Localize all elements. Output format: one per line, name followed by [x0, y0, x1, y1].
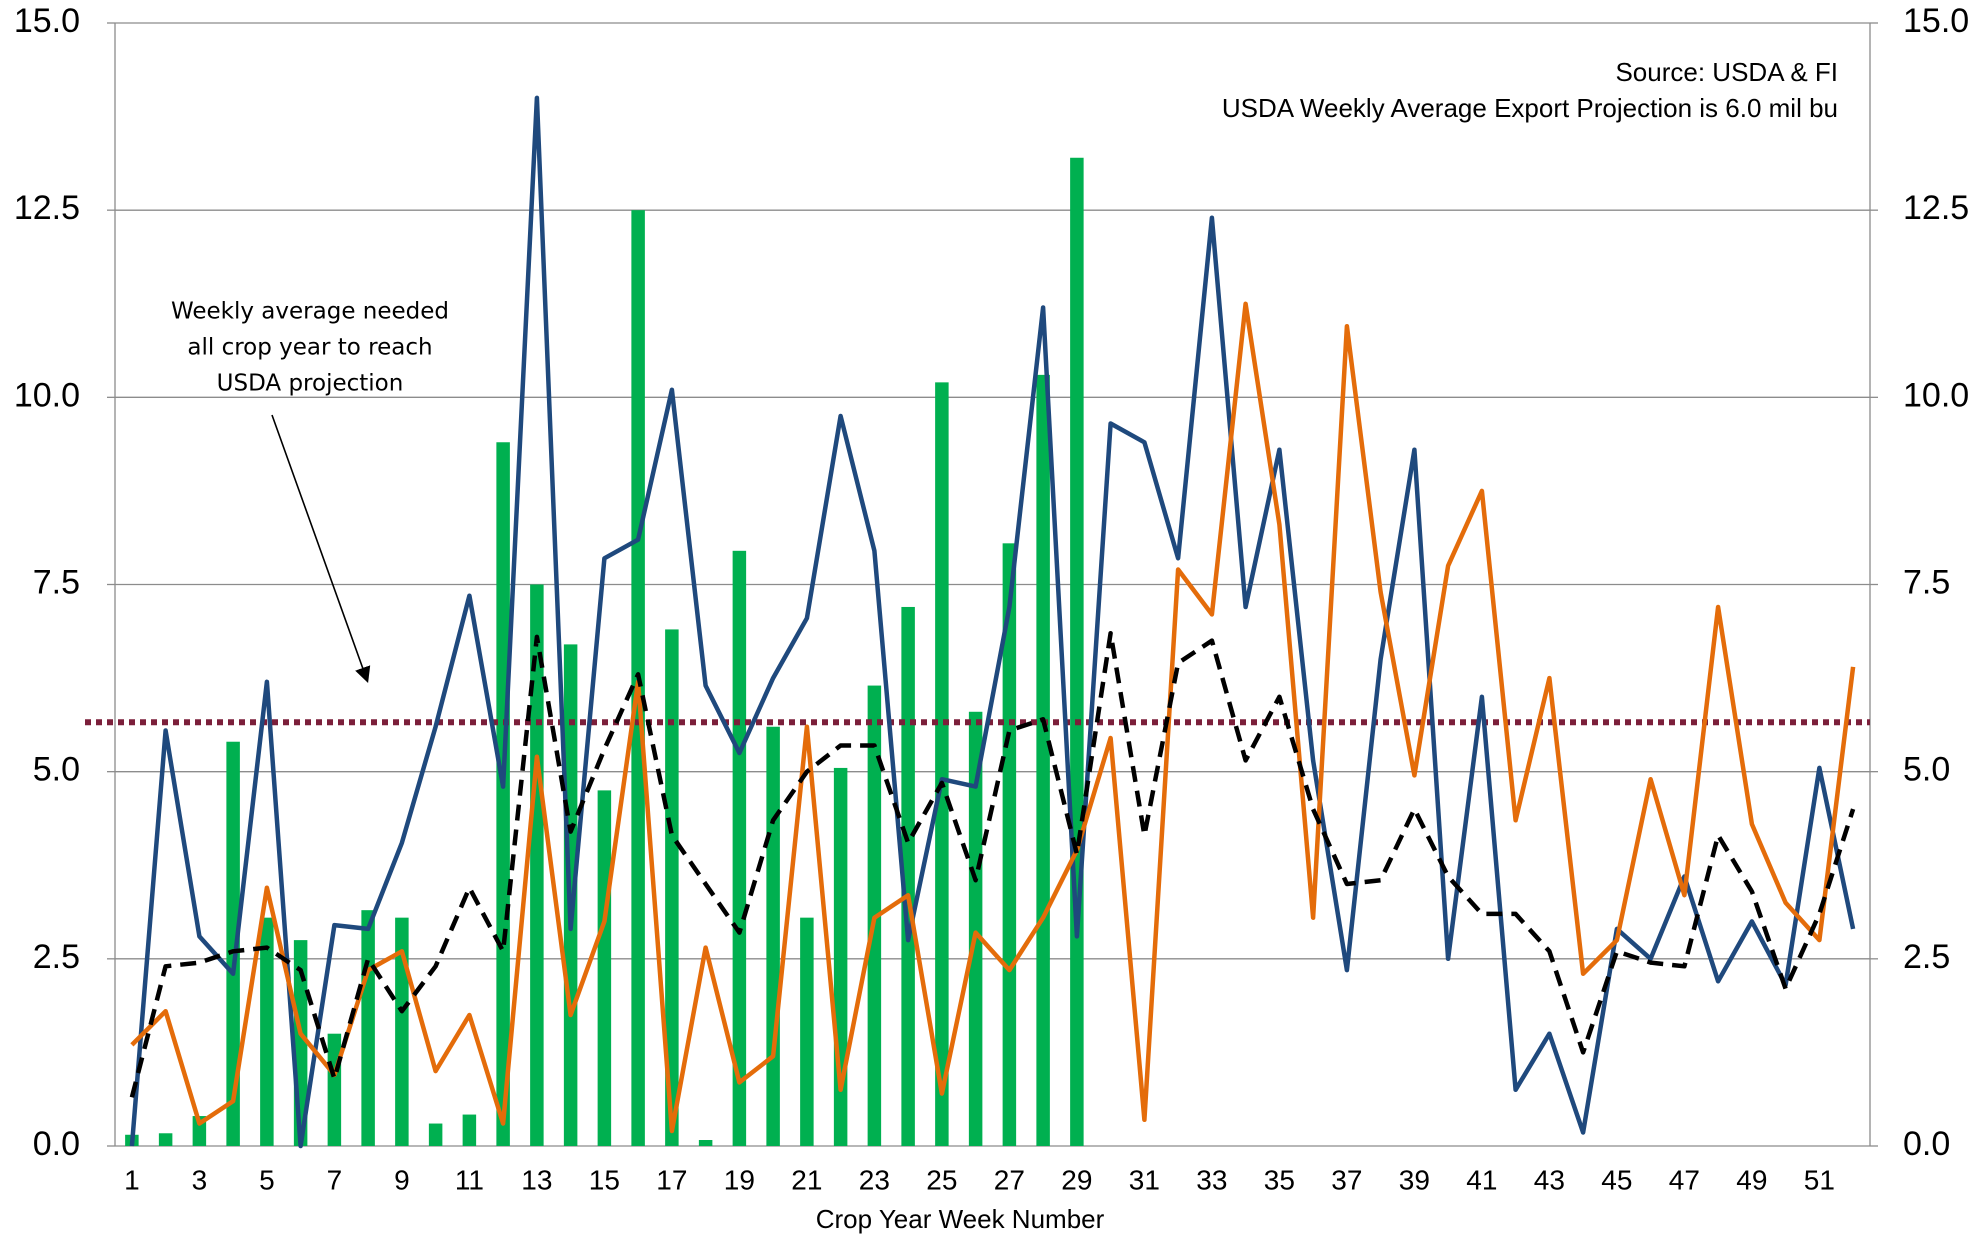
callout-arrow: [271, 414, 371, 684]
marks: [85, 95, 1870, 1149]
x-tick-label: 11: [455, 1164, 484, 1195]
y-tick-label: 5.0: [33, 751, 80, 789]
bar: [1070, 157, 1084, 1146]
x-tick-label: 49: [1736, 1164, 1767, 1195]
y-tick-label: 2.5: [33, 938, 80, 976]
bar: [361, 910, 375, 1146]
x-axis-title: Crop Year Week Number: [816, 1204, 1105, 1234]
x-tick-label: 43: [1534, 1164, 1565, 1195]
y-tick-label: 10.0: [14, 376, 80, 414]
x-tick-label: 7: [327, 1164, 343, 1195]
x-tick-label: 27: [994, 1164, 1025, 1195]
bar: [968, 711, 983, 1146]
x-tick-label: 33: [1196, 1164, 1227, 1195]
x-tick-label: 1: [124, 1164, 140, 1195]
x-tick-label: 31: [1129, 1164, 1160, 1195]
x-tick-label: 41: [1466, 1164, 1497, 1195]
callout-text: USDA projection: [217, 371, 404, 397]
y2-tick-label: 0.0: [1903, 1125, 1950, 1163]
x-tick-label: 9: [394, 1164, 410, 1195]
bar: [496, 442, 510, 1147]
line: [130, 301, 1856, 1134]
x-tick-label: 5: [259, 1164, 275, 1195]
annotation: USDA Weekly Average Export Projection is…: [1222, 93, 1838, 123]
y2-tick-label: 5.0: [1903, 751, 1950, 789]
x-tick-label: 13: [521, 1164, 552, 1195]
bar: [732, 550, 747, 1146]
x-tick-label: 29: [1061, 1164, 1092, 1195]
bar: [395, 917, 409, 1146]
callout-text: Weekly average needed: [171, 299, 449, 325]
y2-tick-label: 2.5: [1903, 938, 1950, 976]
x-tick-label: 47: [1669, 1164, 1700, 1195]
bar: [1002, 543, 1017, 1146]
bar: [1036, 374, 1050, 1147]
x-tick-label: 3: [192, 1164, 208, 1195]
bar: [462, 1114, 477, 1146]
x-tick-label: 39: [1399, 1164, 1430, 1195]
bar: [901, 606, 915, 1146]
x-tick-label: 19: [724, 1164, 755, 1195]
callout-text: all crop year to reach: [187, 335, 432, 361]
y-tick-label: 12.5: [14, 189, 80, 227]
x-tick-label: 35: [1264, 1164, 1295, 1195]
x-tick-label: 23: [859, 1164, 890, 1195]
bar: [226, 741, 240, 1146]
x-tick-label: 21: [791, 1164, 822, 1195]
bar: [800, 917, 814, 1146]
y2-tick-label: 7.5: [1903, 563, 1950, 601]
bar: [698, 1140, 713, 1146]
bar: [766, 726, 780, 1146]
y2-tick-label: 15.0: [1903, 2, 1969, 40]
line: [129, 95, 1856, 1149]
y-tick-label: 7.5: [33, 563, 80, 601]
x-tick-label: 51: [1804, 1164, 1835, 1195]
bar: [260, 917, 274, 1146]
bar: [665, 629, 679, 1146]
bar: [158, 1133, 173, 1146]
x-tick-label: 25: [926, 1164, 957, 1195]
x-tick-label: 17: [656, 1164, 687, 1195]
line: [129, 630, 1856, 1098]
y2-tick-label: 12.5: [1903, 189, 1969, 227]
bar: [935, 382, 949, 1146]
bar: [327, 1033, 342, 1146]
annotation: Source: USDA & FI: [1615, 57, 1838, 87]
x-tick-label: 37: [1331, 1164, 1362, 1195]
x-tick-label: 15: [589, 1164, 620, 1195]
x-tick-label: 45: [1601, 1164, 1632, 1195]
y-tick-label: 0.0: [33, 1125, 80, 1163]
bar: [428, 1123, 443, 1146]
bar: [597, 790, 612, 1146]
y2-tick-label: 10.0: [1903, 376, 1969, 414]
y-tick-label: 15.0: [14, 2, 80, 40]
